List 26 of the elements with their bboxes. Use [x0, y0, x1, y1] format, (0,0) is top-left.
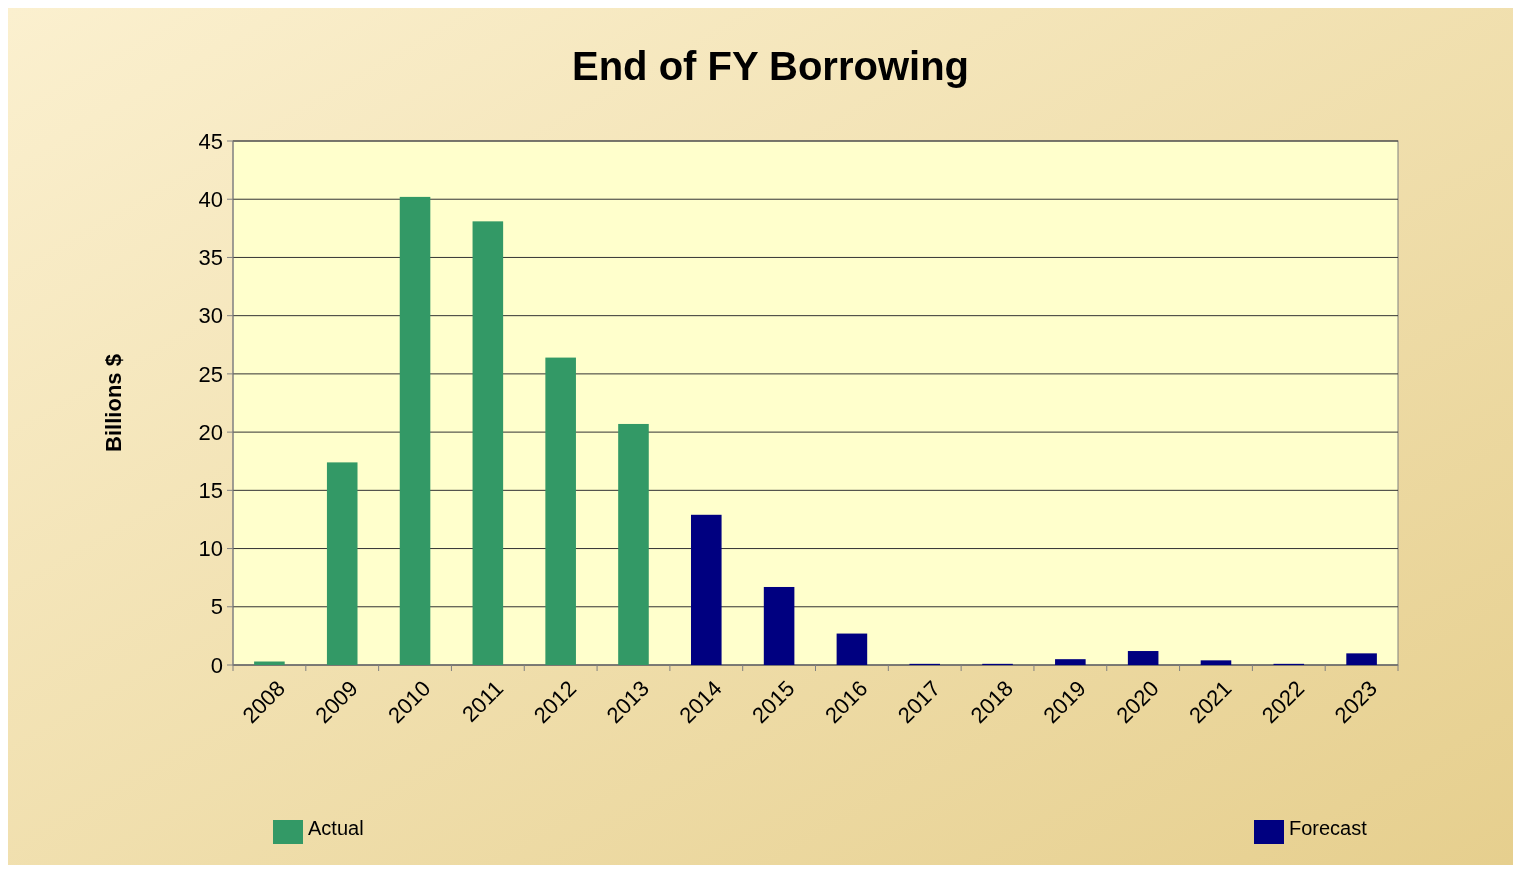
y-tick-label: 25 — [198, 361, 223, 387]
bar — [1346, 653, 1377, 665]
y-tick-label: 10 — [198, 536, 223, 562]
bar — [763, 586, 795, 665]
y-tick-label: 20 — [198, 419, 223, 445]
y-tick-label: 15 — [198, 478, 223, 504]
bar — [618, 423, 649, 665]
y-tick-label: 35 — [198, 245, 223, 271]
y-axis-title: Billions $ — [101, 354, 126, 452]
y-tick-label: 0 — [210, 652, 223, 678]
y-tick-label: 30 — [198, 303, 223, 329]
y-tick-label: 40 — [198, 186, 223, 212]
y-tick-label: 5 — [210, 594, 223, 620]
bar — [545, 357, 576, 665]
bar — [399, 196, 431, 665]
chart-title: End of FY Borrowing — [571, 44, 970, 88]
legend-label: Actual — [308, 817, 364, 839]
bar — [1200, 660, 1232, 665]
y-tick-label: 45 — [198, 128, 223, 154]
bar — [1055, 659, 1086, 665]
bar — [1127, 651, 1159, 665]
bar — [472, 221, 504, 665]
bar — [326, 462, 358, 665]
bar — [690, 514, 722, 665]
bar — [836, 633, 868, 665]
legend-label: Forecast — [1289, 817, 1368, 839]
